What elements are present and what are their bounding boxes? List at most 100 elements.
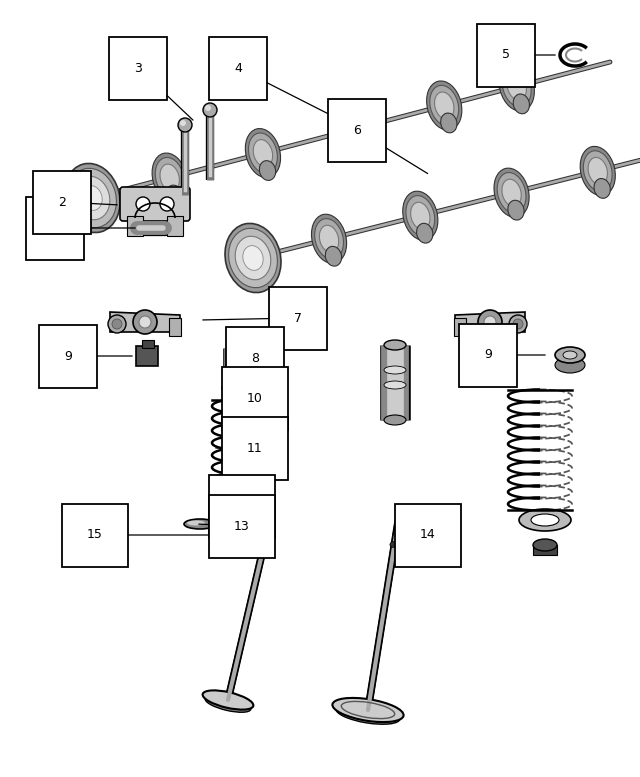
Circle shape [484, 316, 496, 328]
Ellipse shape [166, 185, 182, 205]
Polygon shape [455, 312, 525, 332]
Ellipse shape [346, 115, 366, 142]
Circle shape [478, 310, 502, 334]
Text: 6: 6 [353, 124, 361, 137]
Ellipse shape [243, 246, 263, 270]
Ellipse shape [248, 133, 277, 173]
Ellipse shape [342, 109, 371, 148]
Bar [136, 346, 158, 366]
FancyBboxPatch shape [120, 187, 190, 221]
Ellipse shape [319, 225, 339, 253]
Ellipse shape [384, 381, 406, 389]
Ellipse shape [74, 176, 110, 220]
Ellipse shape [384, 415, 406, 425]
Bar [454, 318, 466, 336]
Ellipse shape [226, 500, 254, 512]
Bar [167, 216, 183, 236]
Bar [226, 506, 254, 518]
Text: 2: 2 [58, 196, 66, 208]
Circle shape [139, 316, 151, 328]
Circle shape [136, 197, 150, 211]
Ellipse shape [384, 366, 406, 374]
Ellipse shape [228, 228, 277, 287]
Ellipse shape [555, 347, 585, 363]
Ellipse shape [441, 113, 457, 133]
Bar [142, 340, 154, 348]
Ellipse shape [519, 509, 571, 531]
Circle shape [180, 120, 186, 126]
Circle shape [160, 197, 174, 211]
Bar [169, 318, 181, 336]
Ellipse shape [315, 218, 344, 259]
Ellipse shape [203, 691, 253, 709]
Text: 9: 9 [484, 349, 492, 361]
Ellipse shape [594, 179, 611, 198]
Ellipse shape [411, 202, 430, 229]
Ellipse shape [563, 351, 577, 359]
Ellipse shape [384, 340, 406, 350]
Ellipse shape [507, 73, 527, 100]
Ellipse shape [325, 246, 342, 267]
Text: 3: 3 [134, 61, 142, 75]
Ellipse shape [64, 163, 120, 232]
Ellipse shape [336, 704, 400, 724]
Ellipse shape [245, 128, 280, 178]
Ellipse shape [226, 513, 254, 523]
Ellipse shape [227, 369, 249, 377]
Ellipse shape [502, 66, 531, 106]
Ellipse shape [588, 158, 607, 184]
Ellipse shape [312, 214, 347, 263]
Circle shape [112, 319, 122, 329]
Ellipse shape [227, 418, 249, 428]
Ellipse shape [253, 140, 273, 166]
Ellipse shape [427, 81, 462, 130]
Text: 7: 7 [294, 312, 302, 325]
Circle shape [509, 315, 527, 333]
Circle shape [133, 310, 157, 334]
Bar [127, 216, 143, 236]
Circle shape [513, 319, 523, 329]
Ellipse shape [227, 343, 249, 353]
Text: 8: 8 [251, 351, 259, 364]
Ellipse shape [494, 168, 529, 218]
Polygon shape [110, 312, 180, 332]
Text: 4: 4 [234, 61, 242, 75]
Ellipse shape [533, 539, 557, 551]
Ellipse shape [513, 94, 529, 113]
Ellipse shape [222, 381, 254, 395]
Ellipse shape [184, 519, 216, 529]
Ellipse shape [435, 92, 454, 119]
Circle shape [203, 103, 217, 117]
Ellipse shape [156, 158, 184, 197]
Circle shape [108, 315, 126, 333]
Ellipse shape [259, 161, 276, 180]
Ellipse shape [68, 169, 116, 228]
Ellipse shape [430, 85, 459, 126]
Ellipse shape [580, 146, 615, 196]
Ellipse shape [406, 196, 435, 236]
Ellipse shape [390, 542, 399, 548]
Ellipse shape [497, 172, 526, 213]
Text: 13: 13 [234, 520, 250, 532]
Text: 9: 9 [64, 350, 72, 363]
Ellipse shape [82, 186, 102, 211]
Ellipse shape [230, 385, 246, 392]
Ellipse shape [205, 695, 251, 713]
Ellipse shape [499, 62, 534, 111]
Ellipse shape [152, 153, 188, 202]
Ellipse shape [160, 164, 179, 191]
Ellipse shape [187, 521, 205, 525]
Circle shape [178, 118, 192, 132]
Ellipse shape [583, 151, 612, 191]
Ellipse shape [339, 104, 374, 153]
Ellipse shape [508, 200, 524, 220]
Ellipse shape [225, 224, 281, 293]
Circle shape [205, 105, 211, 111]
Ellipse shape [353, 136, 369, 156]
Ellipse shape [403, 191, 438, 240]
Ellipse shape [417, 223, 433, 243]
Ellipse shape [332, 698, 404, 722]
Ellipse shape [259, 545, 268, 552]
Bar [533, 545, 557, 555]
Text: 5: 5 [502, 48, 510, 61]
